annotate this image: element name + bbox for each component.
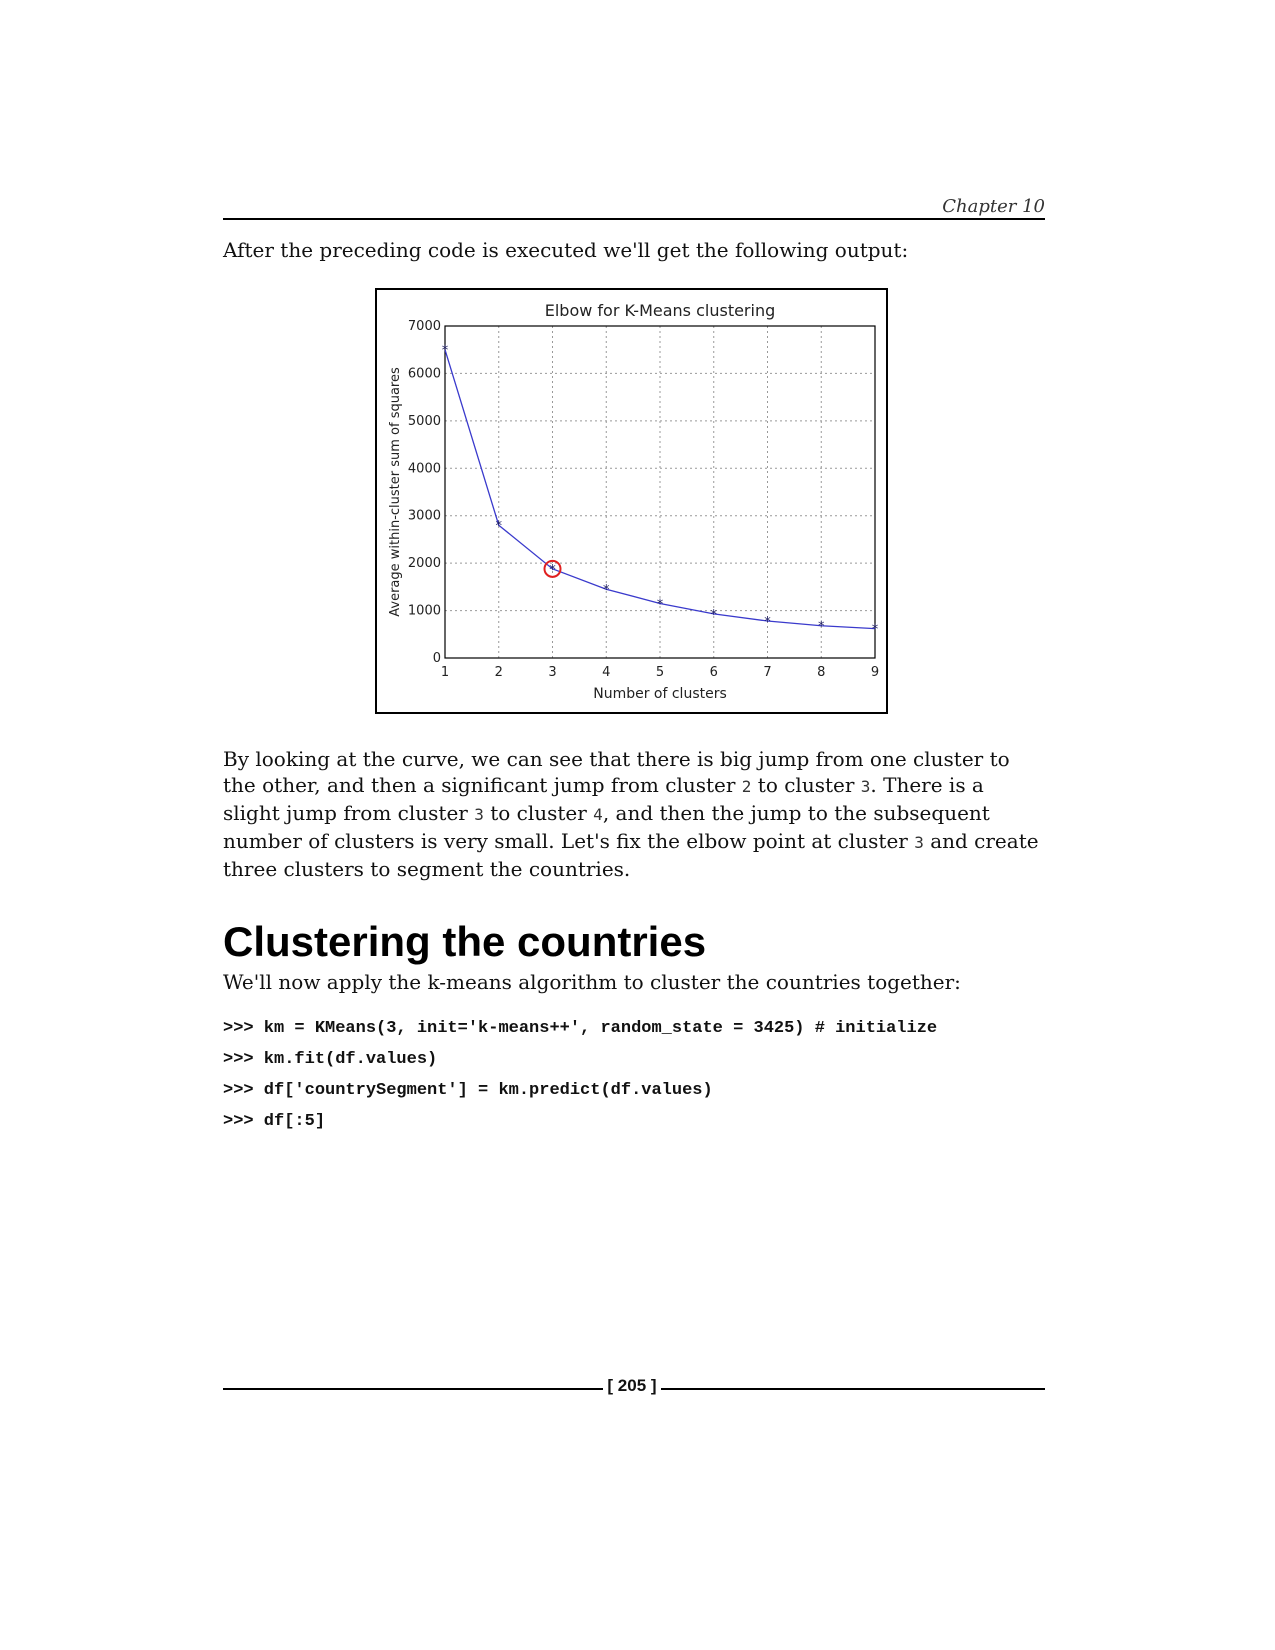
inline-code: 3 — [914, 833, 924, 852]
chapter-label: Chapter 10 — [942, 196, 1045, 217]
x-axis-label: Number of clusters — [593, 686, 727, 702]
code-line: >>> km.fit(df.values) — [223, 1050, 438, 1069]
data-point: * — [818, 620, 825, 635]
x-tick-label: 9 — [871, 665, 879, 680]
section-lead: We'll now apply the k-means algorithm to… — [223, 970, 961, 994]
y-tick-label: 6000 — [408, 366, 441, 381]
y-tick-label: 2000 — [408, 556, 441, 571]
intro-text: After the preceding code is executed we'… — [223, 238, 909, 262]
x-tick-label: 2 — [495, 665, 503, 680]
y-tick-label: 3000 — [408, 509, 441, 524]
x-tick-label: 5 — [656, 665, 664, 680]
code-line: >>> df['countrySegment'] = km.predict(df… — [223, 1081, 713, 1100]
elbow-chart-figure: 1 2 3 4 5 6 7 8 9 0 1000 2000 3000 4000 5000 6000 7000 El… — [375, 288, 888, 714]
inline-code: 3 — [860, 777, 871, 796]
paragraph-text: to cluster — [751, 773, 861, 797]
paragraph-text: By looking at the curve, we can see that… — [223, 747, 1010, 797]
x-tick-label: 7 — [763, 665, 771, 680]
data-point: * — [764, 615, 771, 630]
section-title: Clustering the countries — [223, 918, 707, 965]
series-line — [444, 349, 876, 630]
x-tick-label: 3 — [548, 665, 556, 680]
elbow-highlight-circle — [543, 559, 562, 578]
footer-rule-left — [223, 1388, 603, 1390]
x-tick-label: 8 — [817, 665, 825, 680]
data-point: * — [442, 344, 449, 359]
code-line: >>> km = KMeans(3, init='k-means++', ran… — [223, 1019, 938, 1038]
page-footer: [ 205 ] — [223, 1376, 1045, 1400]
chart-title: Elbow for K-Means clustering — [545, 301, 776, 320]
x-tick-label: 4 — [602, 665, 610, 680]
data-point: * — [603, 583, 610, 598]
code-line: >>> df[:5] — [223, 1112, 326, 1131]
x-tick-label: 6 — [710, 665, 718, 680]
x-tick-label: 1 — [441, 665, 449, 680]
y-axis-label: Average within-cluster sum of squares — [388, 367, 403, 617]
data-point: * — [872, 623, 879, 638]
data-point: * — [711, 608, 718, 623]
page-number: [ 205 ] — [607, 1376, 657, 1395]
data-point: * — [549, 563, 556, 578]
data-point: * — [496, 519, 503, 534]
paragraph-text: , and then the jump to the subsequent nu… — [223, 801, 990, 853]
y-tick-label: 1000 — [408, 604, 441, 619]
y-tick-label: 5000 — [408, 414, 441, 429]
footer-rule-right — [661, 1388, 1045, 1390]
explanation-paragraph: By looking at the curve, we can see that… — [223, 746, 1043, 882]
inline-code: 3 — [474, 805, 484, 824]
paragraph-text: and create three clusters to segment the… — [223, 829, 1039, 881]
running-header: Chapter 10 — [223, 196, 1045, 220]
elbow-chart: 1 2 3 4 5 6 7 8 9 0 1000 2000 3000 4000 5000 6000 7000 El… — [388, 301, 879, 702]
plot-frame — [444, 325, 876, 659]
code-block: >>> km = KMeans(3, init='k-means++', ran… — [223, 1013, 937, 1137]
data-point: * — [657, 597, 664, 612]
paragraph-text: to cluster — [483, 801, 594, 825]
inline-code: 4 — [593, 805, 603, 824]
y-tick-label: 7000 — [408, 319, 441, 334]
y-tick-label: 0 — [433, 651, 441, 666]
paragraph-text: . There is a slight jump from cluster — [223, 773, 984, 825]
inline-code: 2 — [741, 777, 752, 796]
y-tick-label: 4000 — [408, 461, 441, 476]
